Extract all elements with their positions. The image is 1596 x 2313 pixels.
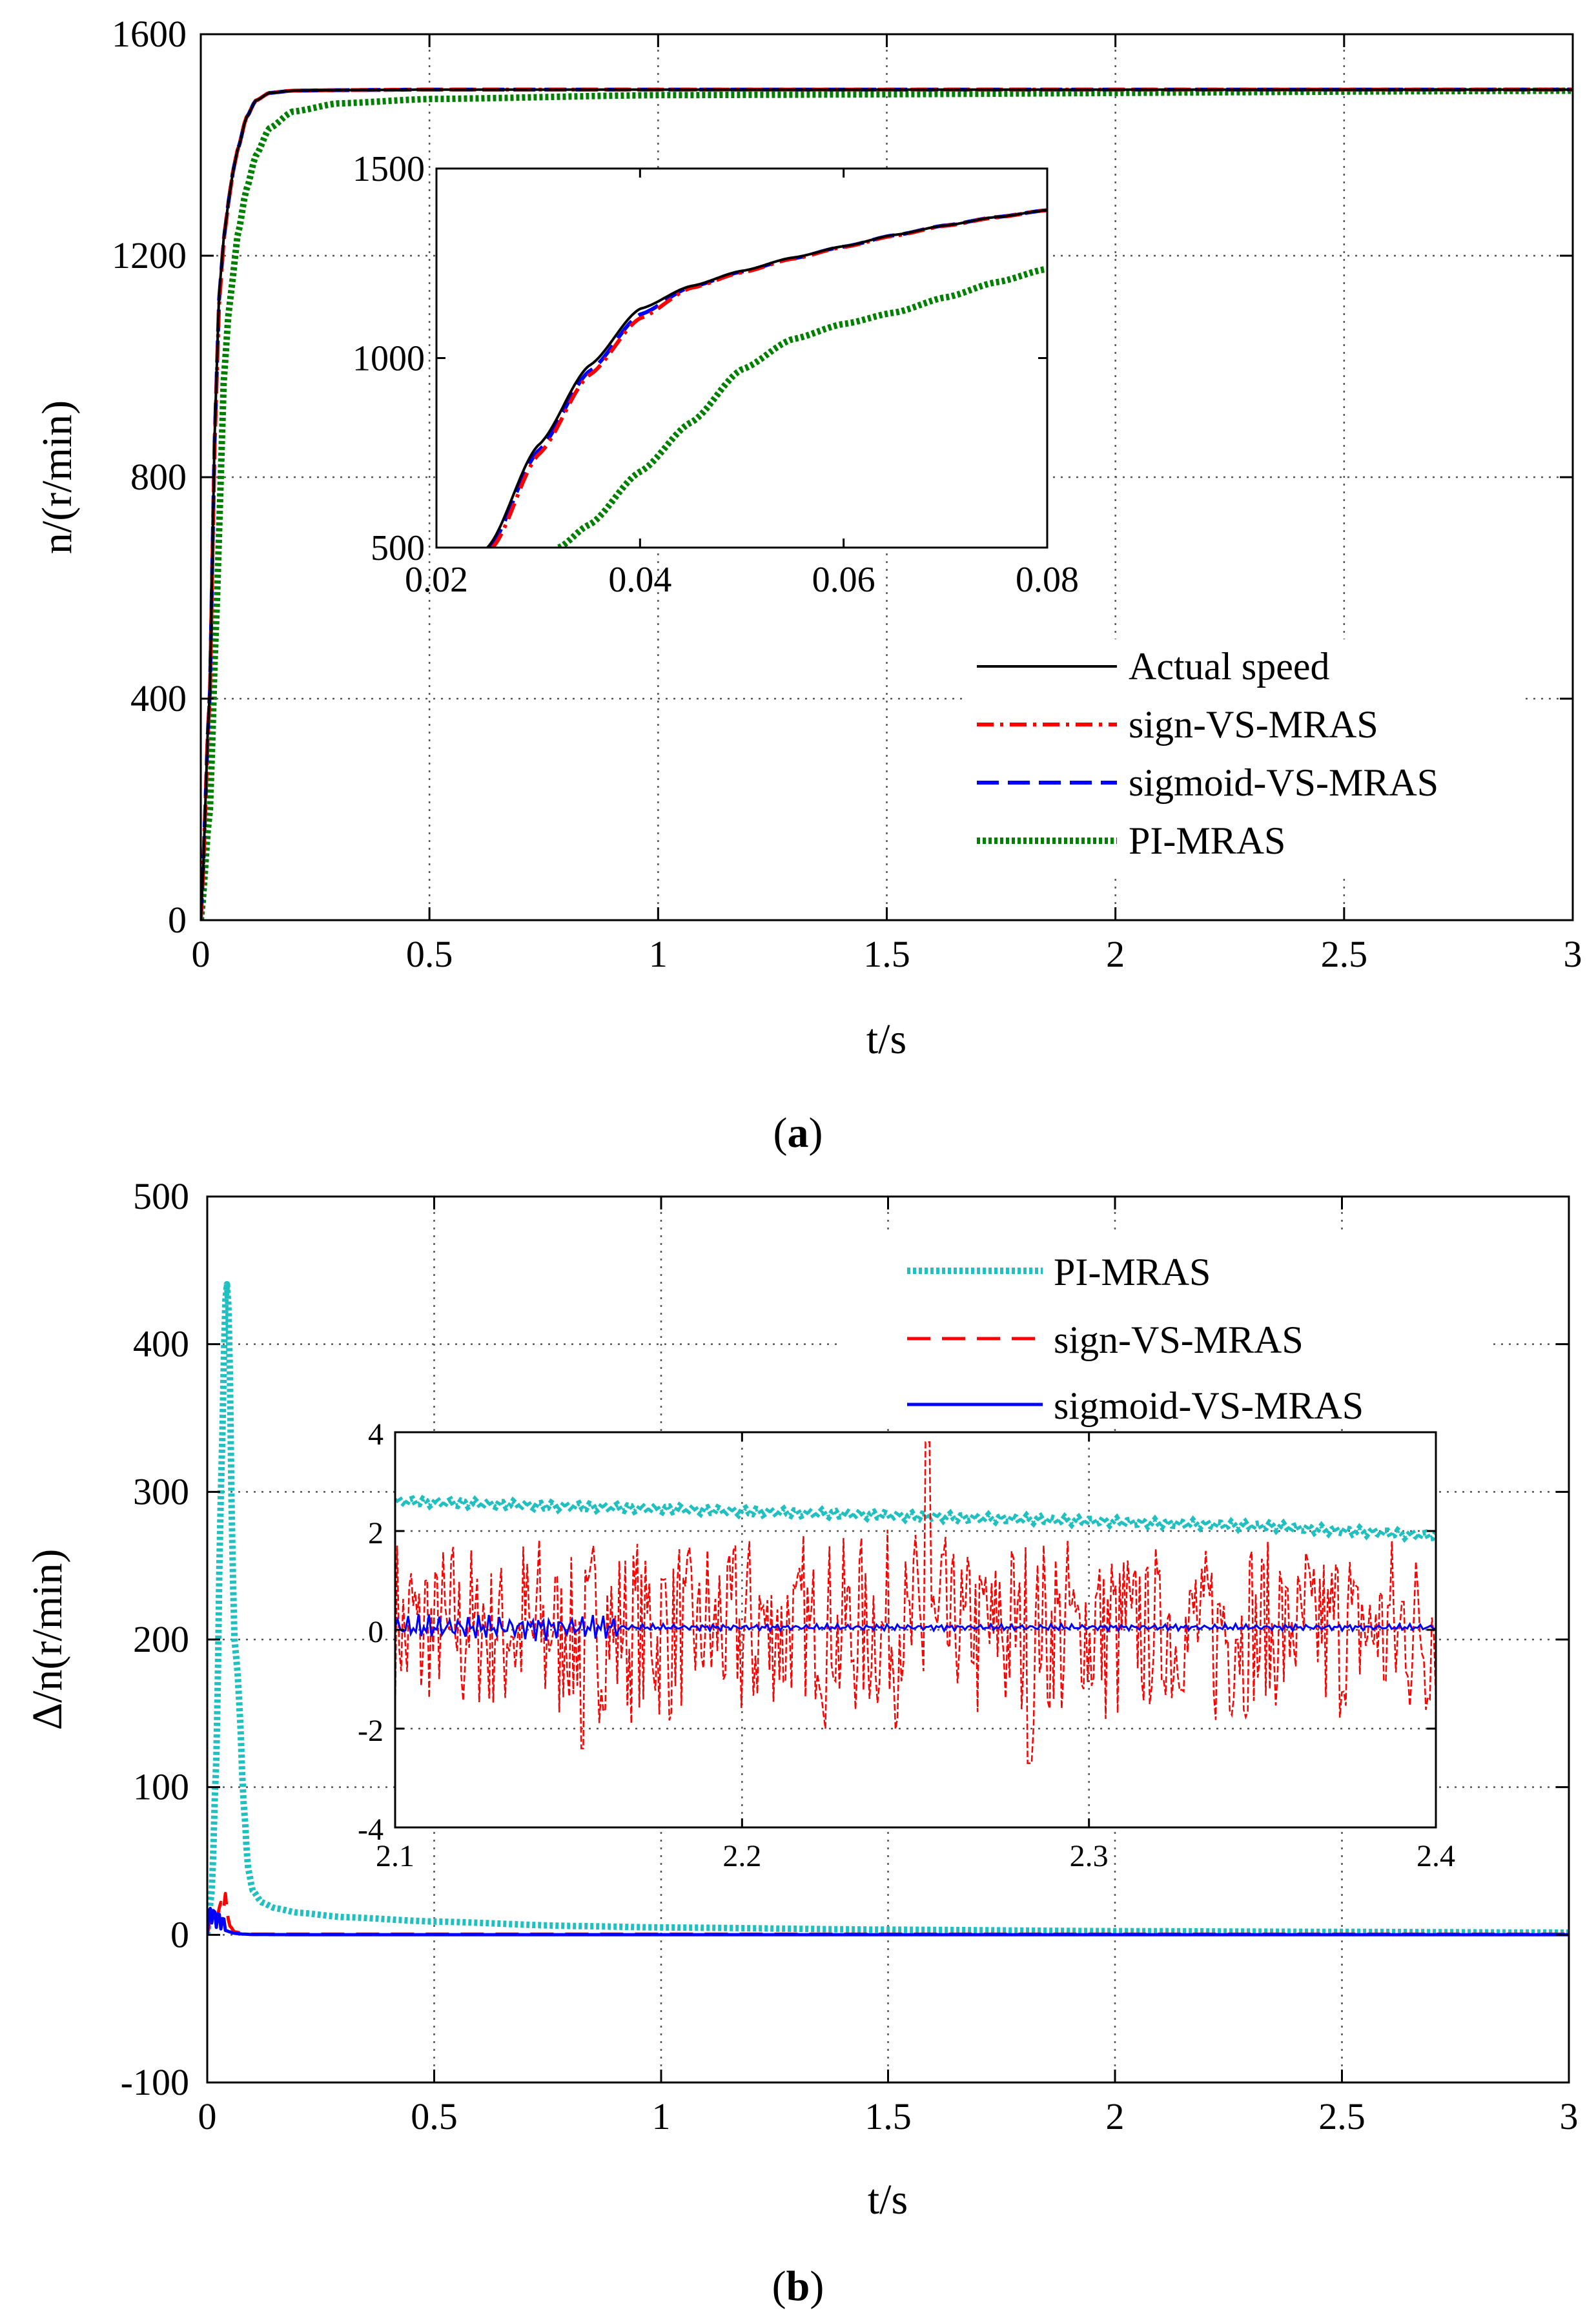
legend-a: Actual speed sign-VS-MRAS sigmoid-VS-MRA… [965,639,1520,875]
legend-b-label-sigmoid: sigmoid-VS-MRAS [1054,1384,1364,1427]
a-xtick-label: 0.5 [406,933,453,975]
b-xtick-label: 1.5 [865,2095,912,2137]
a-xtick-label: 3 [1564,933,1582,975]
x-axis-label-b: t/s [868,2176,908,2223]
inset-a: 0.02 0.04 0.06 0.08 500 1000 1500 [353,149,1079,600]
b-xtick-label: 0 [198,2095,217,2137]
tick-labels-a: 0 0.5 1 1.5 2 2.5 3 0 400 800 1200 1600 [112,13,1582,975]
inset-a-tick-labels: 0.02 0.04 0.06 0.08 500 1000 1500 [353,149,1079,600]
y-axis-label-a: n/(r/min) [34,400,81,554]
inset-b-ytick-label: 4 [368,1417,384,1452]
inset-a-xtick-label: 0.04 [608,560,671,600]
caption-a: (a) [773,1109,823,1156]
a-ytick-label: 1600 [112,13,187,55]
legend-a-box [965,639,1520,875]
b-xtick-label: 3 [1560,2095,1579,2137]
a-xtick-label: 1 [649,933,668,975]
legend-b: PI-MRAS sign-VS-MRAS sigmoid-VS-MRAS [843,1230,1488,1427]
inset-b-ytick-label: -4 [358,1813,384,1847]
b-ytick-label: 200 [133,1618,189,1660]
legend-a-label-sign: sign-VS-MRAS [1129,703,1378,746]
a-ytick-label: 800 [130,456,187,498]
legend-a-label-pi: PI-MRAS [1129,819,1285,862]
legend-b-box [843,1230,1488,1424]
b-ytick-label: 0 [170,1913,189,1955]
chart-a: 0 0.5 1 1.5 2 2.5 3 0 400 800 1200 1600 t/s n/(r/mi… [34,13,1582,1156]
inset-a-xtick-label: 0.06 [812,560,875,600]
inset-b-line-pi [395,1492,1436,1543]
series-a [201,87,1573,920]
b-ytick-label: 300 [133,1470,189,1512]
a-ytick-label: 400 [130,677,187,719]
b-xtick-label: 1 [652,2095,671,2137]
inset-b-xtick-label: 2.3 [1070,1839,1109,1873]
series-b-line-0 [207,1280,1569,1936]
a-xtick-label: 2.5 [1321,933,1368,975]
inset-a-line-3 [557,265,1047,548]
inset-a-line-0 [486,209,1047,548]
inset-a-ytick-label: 1000 [353,339,425,379]
b-ytick-label: 100 [133,1766,189,1808]
inset-a-background [436,169,1047,548]
b-ytick-label: 400 [133,1323,189,1365]
b-xtick-label: 0.5 [411,2095,458,2137]
inset-a-series [486,208,1047,548]
inset-a-ytick-label: 500 [371,528,425,568]
b-ytick-label: -100 [121,2061,189,2103]
a-xtick-label: 2 [1106,933,1125,975]
legend-a-label-actual: Actual speed [1129,645,1330,688]
a-ytick-label: 1200 [112,234,187,276]
legend-a-label-sigmoid: sigmoid-VS-MRAS [1129,761,1438,804]
a-xtick-label: 0 [192,933,210,975]
legend-b-label-pi: PI-MRAS [1054,1251,1211,1293]
inset-a-xtick-label: 0.08 [1016,560,1079,600]
b-ytick-label: 500 [133,1175,189,1217]
inset-b-line-sigmoid [395,1614,1436,1641]
inset-b-ytick-label: 2 [368,1516,384,1550]
inset-a-ytick-label: 1500 [353,149,425,189]
b-xtick-label: 2 [1106,2095,1125,2137]
y-axis-label-b: Δ/n(r/min) [24,1549,71,1731]
ticks-b [206,1195,1570,2084]
inset-b-xtick-label: 2.4 [1417,1839,1455,1873]
inset-b: 2.1 2.2 2.3 2.4 -4 -2 0 2 4 [358,1417,1455,1873]
a-ytick-label: 0 [168,899,187,941]
x-axis-label-a: t/s [866,1016,906,1063]
series-b [207,1280,1569,1937]
inset-b-ticks [394,1431,1437,1829]
inset-b-xtick-label: 2.1 [376,1839,414,1873]
a-xtick-label: 1.5 [863,933,910,975]
inset-b-tick-labels: 2.1 2.2 2.3 2.4 -4 -2 0 2 4 [358,1417,1455,1873]
inset-b-ytick-label: 0 [368,1615,384,1649]
b-xtick-label: 2.5 [1318,2095,1366,2137]
inset-a-ticks [435,167,1049,549]
inset-b-ytick-label: -2 [358,1714,384,1748]
inset-b-series [395,1441,1436,1764]
inset-b-xtick-label: 2.2 [722,1839,761,1873]
series-a-line-3 [201,87,1573,920]
inset-b-line-sign [395,1441,1436,1764]
inset-a-xtick-label: 0.02 [405,560,468,600]
legend-b-label-sign: sign-VS-MRAS [1054,1319,1304,1361]
ticks-a [200,33,1574,921]
inset-b-zero-line [395,1432,1436,1827]
series-b-line-2 [207,1907,1569,1937]
series-a-line-0 [201,88,1573,920]
caption-b: (b) [772,2263,824,2310]
